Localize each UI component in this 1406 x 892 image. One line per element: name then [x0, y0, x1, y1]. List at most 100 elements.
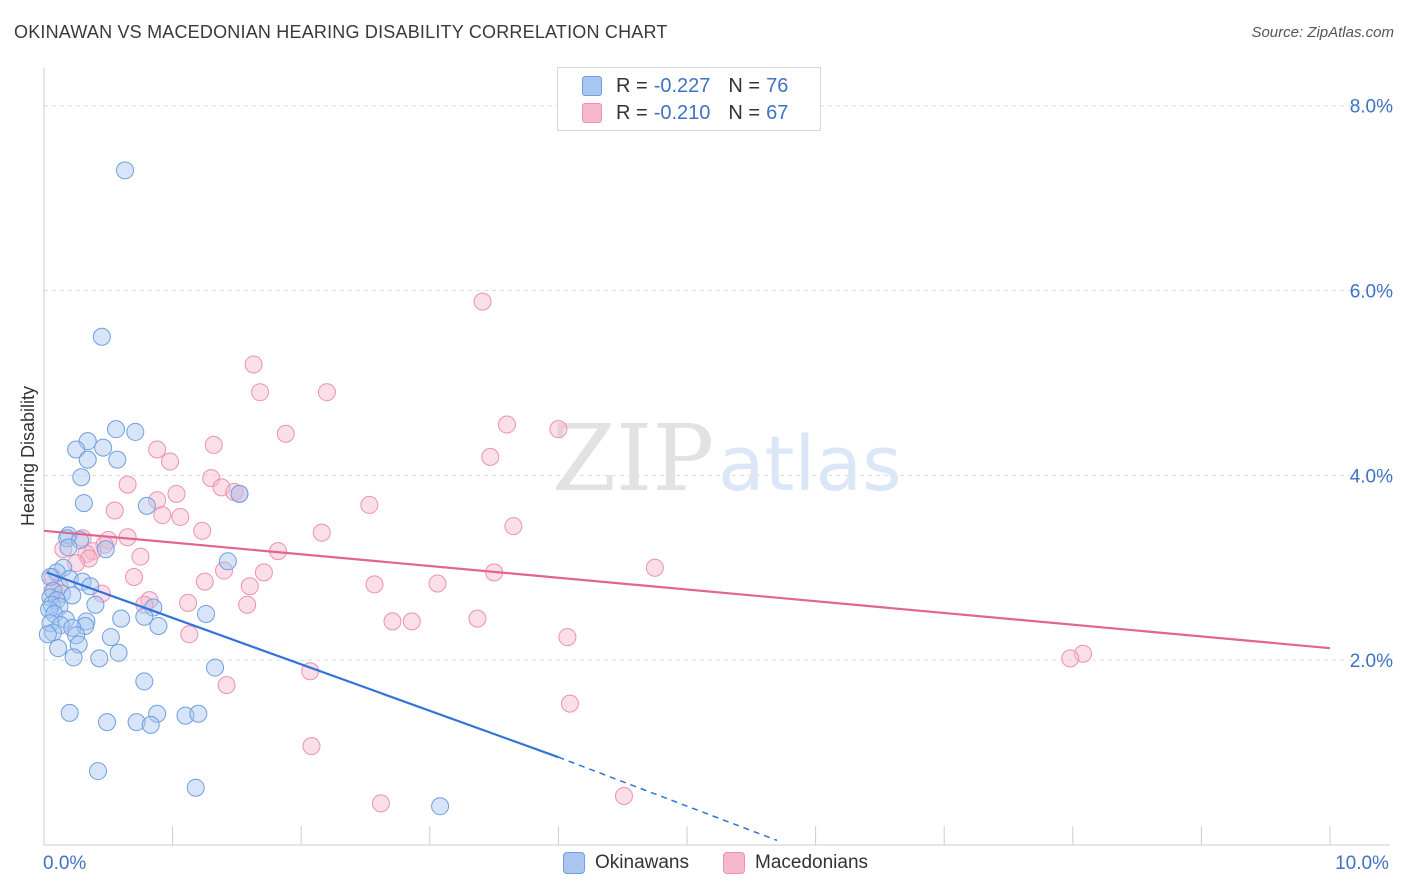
macedonians-point[interactable] — [468, 609, 487, 628]
okinawans-point[interactable] — [186, 778, 205, 797]
macedonians-point[interactable] — [1061, 649, 1080, 668]
macedonians-point[interactable] — [118, 475, 137, 494]
macedonians-point[interactable] — [497, 415, 516, 434]
macedonians-point[interactable] — [302, 737, 321, 756]
macedonians-point[interactable] — [204, 435, 223, 454]
macedonians-point[interactable] — [276, 424, 295, 443]
macedonians-point[interactable] — [217, 676, 236, 695]
macedonians-point[interactable] — [171, 507, 190, 526]
okinawans-point[interactable] — [137, 496, 156, 515]
okinawans-point[interactable] — [109, 643, 128, 662]
macedonians-point[interactable] — [560, 694, 579, 713]
macedonians-point[interactable] — [549, 420, 568, 439]
macedonians-point[interactable] — [161, 452, 180, 471]
okinawans-point[interactable] — [189, 704, 208, 723]
okinawans-point[interactable] — [51, 616, 70, 635]
okinawans-point[interactable] — [112, 609, 131, 628]
okinawans-point[interactable] — [60, 703, 79, 722]
macedonians-point[interactable] — [148, 440, 167, 459]
okinawans-point[interactable] — [108, 450, 127, 469]
macedonians-point[interactable] — [312, 523, 331, 542]
macedonians-point[interactable] — [254, 563, 273, 582]
okinawans-point[interactable] — [64, 648, 83, 667]
okinawans-point[interactable] — [206, 658, 225, 677]
okinawans-point[interactable] — [141, 715, 160, 734]
macedonians-point[interactable] — [195, 572, 214, 591]
okinawans-point[interactable] — [89, 762, 108, 781]
macedonians-point[interactable] — [251, 383, 270, 402]
y-axis-label: Hearing Disability — [18, 386, 38, 526]
legend-r-value: -0.227 — [653, 74, 711, 97]
legend-n-value: 67 — [766, 101, 789, 124]
okinawans-point[interactable] — [74, 494, 93, 513]
okinawans-point[interactable] — [86, 595, 105, 614]
okinawans-point[interactable] — [101, 628, 120, 647]
macedonians-point[interactable] — [383, 612, 402, 631]
legend-item-okinawans[interactable]: Okinawans — [563, 852, 689, 874]
okinawans-point[interactable] — [116, 161, 135, 180]
okinawans-point[interactable] — [135, 672, 154, 691]
okinawans-point[interactable] — [78, 450, 97, 469]
source-label: Source: ZipAtlas.com — [1251, 24, 1394, 41]
okinawans-point[interactable] — [45, 604, 64, 623]
okinawans-point[interactable] — [431, 797, 450, 816]
macedonians-point[interactable] — [215, 561, 234, 580]
trendlines — [43, 529, 1331, 842]
x-tick-labels: 0.0% 10.0% — [43, 853, 1389, 874]
macedonians-point[interactable] — [428, 574, 447, 593]
macedonians-point[interactable] — [180, 625, 199, 644]
okinawans-point[interactable] — [148, 704, 167, 723]
okinawans-point[interactable] — [197, 604, 216, 623]
macedonians-point[interactable] — [365, 575, 384, 594]
macedonians-point[interactable] — [153, 506, 172, 525]
legend-swatch-blue — [582, 76, 602, 96]
macedonians-point[interactable] — [179, 593, 198, 612]
gridlines — [44, 105, 1390, 661]
macedonians-point[interactable] — [402, 612, 421, 631]
okinawans-point[interactable] — [67, 440, 86, 459]
okinawans-point[interactable] — [127, 713, 146, 732]
okinawans-point[interactable] — [218, 552, 237, 571]
okinawans-point[interactable] — [98, 713, 117, 732]
okinawans-point[interactable] — [149, 616, 168, 635]
macedonians-point[interactable] — [244, 355, 263, 374]
macedonians-point[interactable] — [202, 469, 221, 488]
okinawans-point[interactable] — [96, 540, 115, 559]
macedonians-point[interactable] — [360, 495, 379, 514]
okinawans-point[interactable] — [107, 420, 126, 439]
y-tick-label: 2.0% — [1350, 651, 1393, 672]
macedonians-point[interactable] — [193, 521, 212, 540]
macedonians-point[interactable] — [92, 584, 111, 603]
macedonians-point[interactable] — [238, 595, 257, 614]
macedonians-point[interactable] — [558, 628, 577, 647]
macedonians-point[interactable] — [504, 517, 523, 536]
macedonians-point[interactable] — [317, 383, 336, 402]
macedonians-point[interactable] — [614, 787, 633, 806]
macedonians-point[interactable] — [371, 794, 390, 813]
macedonians-point[interactable] — [240, 577, 259, 596]
macedonians-point[interactable] — [167, 484, 186, 503]
okinawans-point[interactable] — [126, 422, 145, 441]
okinawans-point[interactable] — [59, 538, 78, 557]
macedonians-point[interactable] — [481, 447, 500, 466]
okinawans-point[interactable] — [49, 639, 68, 658]
y-tick-label: 8.0% — [1350, 97, 1393, 118]
okinawans-point[interactable] — [90, 649, 109, 668]
okinawans-point[interactable] — [54, 558, 73, 577]
okinawans-point[interactable] — [38, 625, 57, 644]
macedonians-point[interactable] — [105, 501, 124, 520]
macedonians-point[interactable] — [473, 292, 492, 311]
x-tick-label: 0.0% — [43, 853, 86, 874]
macedonians-point[interactable] — [131, 547, 150, 566]
macedonians-point[interactable] — [645, 558, 664, 577]
macedonians-point[interactable] — [125, 568, 144, 587]
okinawans-trendline — [46, 571, 559, 759]
macedonians-label: Macedonians — [755, 852, 869, 873]
okinawans-point[interactable] — [72, 468, 91, 487]
legend-item-macedonians[interactable]: Macedonians — [723, 852, 868, 874]
okinawans-point[interactable] — [94, 438, 113, 457]
okinawans-point[interactable] — [92, 327, 111, 346]
okinawans-point[interactable] — [71, 531, 90, 550]
legend-r-label: R = — [616, 74, 648, 97]
okinawans-point[interactable] — [230, 484, 249, 503]
